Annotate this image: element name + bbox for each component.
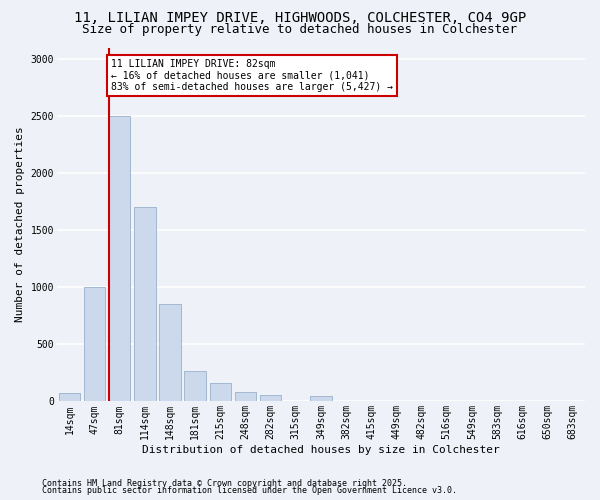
Text: Size of property relative to detached houses in Colchester: Size of property relative to detached ho… (83, 22, 517, 36)
X-axis label: Distribution of detached houses by size in Colchester: Distribution of detached houses by size … (142, 445, 500, 455)
Bar (209, 383, 231, 402)
Y-axis label: Number of detached properties: Number of detached properties (15, 126, 25, 322)
Bar (184, 370, 206, 402)
Bar (310, 396, 332, 402)
Bar (134, 208, 155, 402)
Text: Contains HM Land Registry data © Crown copyright and database right 2025.: Contains HM Land Registry data © Crown c… (42, 478, 407, 488)
Bar (109, 116, 130, 402)
Bar (59, 394, 80, 402)
Bar (260, 394, 281, 402)
Text: 11, LILIAN IMPEY DRIVE, HIGHWOODS, COLCHESTER, CO4 9GP: 11, LILIAN IMPEY DRIVE, HIGHWOODS, COLCH… (74, 11, 526, 25)
Text: Contains public sector information licensed under the Open Government Licence v3: Contains public sector information licen… (42, 486, 457, 495)
Bar (235, 392, 256, 402)
Bar (160, 304, 181, 402)
Bar (84, 287, 105, 402)
Text: 11 LILIAN IMPEY DRIVE: 82sqm
← 16% of detached houses are smaller (1,041)
83% of: 11 LILIAN IMPEY DRIVE: 82sqm ← 16% of de… (111, 59, 393, 92)
